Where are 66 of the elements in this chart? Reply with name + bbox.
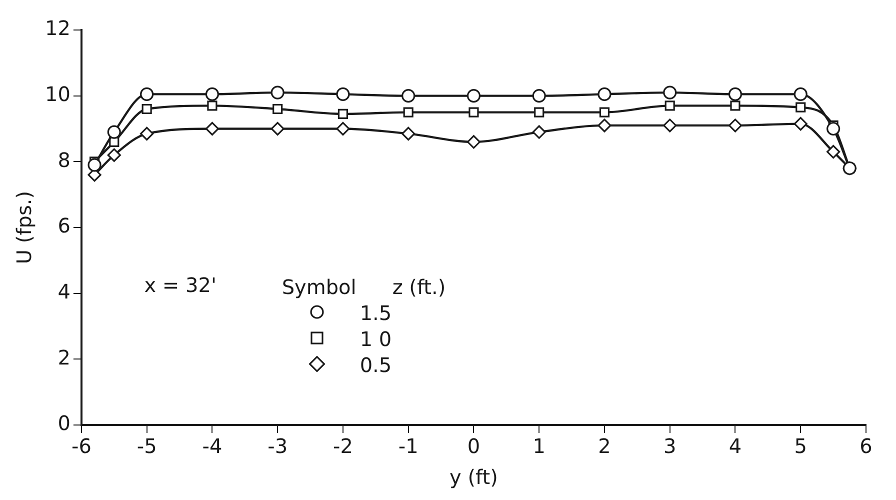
point	[272, 104, 283, 114]
point	[466, 135, 481, 149]
point	[468, 107, 479, 118]
point	[794, 87, 808, 101]
point	[796, 102, 806, 112]
point	[140, 126, 154, 140]
legend-label: 1 0	[360, 326, 392, 352]
point	[402, 89, 416, 103]
x-tick-label: 4	[728, 434, 742, 458]
point	[466, 89, 481, 103]
point	[336, 122, 350, 136]
y-tick-label: 12	[44, 16, 70, 40]
point	[205, 122, 220, 136]
x-tick-label: -1	[398, 434, 418, 458]
x-tick-label: 2	[598, 434, 611, 458]
y-tick-label: 4	[58, 280, 70, 304]
legend-title: z (ft.)	[392, 274, 446, 300]
point	[140, 87, 154, 101]
y-tick-label: 0	[58, 411, 70, 436]
x-tick-label: 0	[467, 434, 480, 458]
point	[270, 122, 284, 136]
point	[598, 118, 612, 132]
y-tick-label: 6	[58, 214, 70, 238]
point	[205, 87, 220, 101]
point	[88, 158, 102, 172]
point	[107, 148, 121, 162]
y-tick-label: 10	[44, 82, 70, 106]
x-axis-title: y (ft)	[450, 465, 498, 490]
point	[532, 89, 546, 103]
point	[599, 107, 610, 118]
point	[403, 107, 414, 118]
point	[826, 122, 840, 136]
point	[664, 100, 675, 111]
y-axis-title: U (fps.)	[12, 190, 36, 264]
point	[107, 125, 121, 139]
point	[728, 118, 742, 132]
point	[336, 87, 350, 101]
point	[338, 108, 348, 119]
point	[794, 117, 808, 131]
legend-label: 1.5	[360, 300, 392, 326]
point	[826, 144, 840, 159]
x-tick-label: 6	[860, 434, 872, 458]
annotation: x = 32'	[144, 272, 216, 297]
point	[730, 100, 740, 111]
point	[663, 118, 677, 132]
annotation: Symbol	[282, 274, 356, 300]
point	[207, 100, 218, 111]
point	[402, 126, 416, 140]
x-tick-label: -3	[268, 434, 288, 458]
point	[598, 87, 612, 101]
point	[532, 125, 546, 139]
x-tick-label: -6	[71, 434, 92, 458]
x-tick-label: 5	[794, 434, 807, 458]
x-tick-label: 1	[532, 434, 546, 458]
y-tick-label: 2	[58, 345, 70, 370]
point	[142, 104, 152, 114]
point	[728, 87, 742, 101]
x-tick-label: -5	[136, 434, 157, 458]
x-tick-label: 3	[663, 434, 676, 458]
legend-label: 0.5	[360, 352, 392, 378]
point	[534, 107, 544, 118]
y-tick-label: 8	[58, 148, 70, 172]
x-tick-label: -2	[332, 434, 353, 458]
point	[270, 86, 284, 100]
x-tick-label: -4	[202, 434, 222, 458]
point	[663, 86, 677, 100]
